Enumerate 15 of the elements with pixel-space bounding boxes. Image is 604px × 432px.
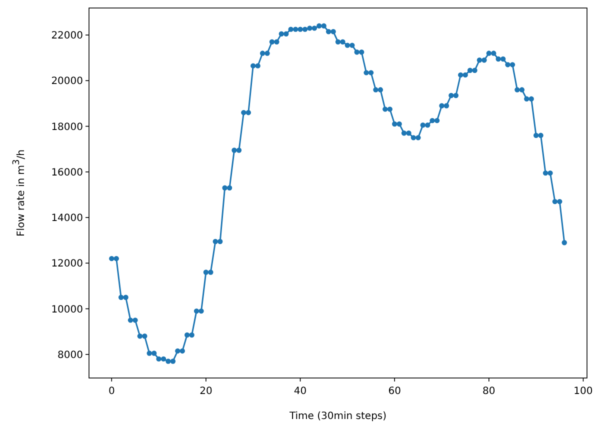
x-tick-label: 100: [574, 386, 593, 397]
y-tick-label: 20000: [51, 76, 83, 88]
y-tick-label: 8000: [58, 350, 83, 361]
y-tick-label: 22000: [51, 30, 83, 42]
x-tick-label: 80: [482, 386, 496, 397]
x-tick-label: 60: [388, 386, 401, 397]
x-axis-title: Time (30min steps): [288, 411, 387, 422]
y-tick-label: 12000: [51, 258, 83, 270]
y-tick-label: 16000: [51, 167, 83, 178]
x-tick-label: 0: [108, 386, 115, 397]
y-tick-label: 10000: [51, 304, 83, 316]
x-tick-label: 40: [294, 386, 307, 397]
y-tick-label: 14000: [51, 213, 83, 224]
y-tick-label: 18000: [51, 122, 83, 133]
x-tick-label: 20: [200, 386, 212, 397]
